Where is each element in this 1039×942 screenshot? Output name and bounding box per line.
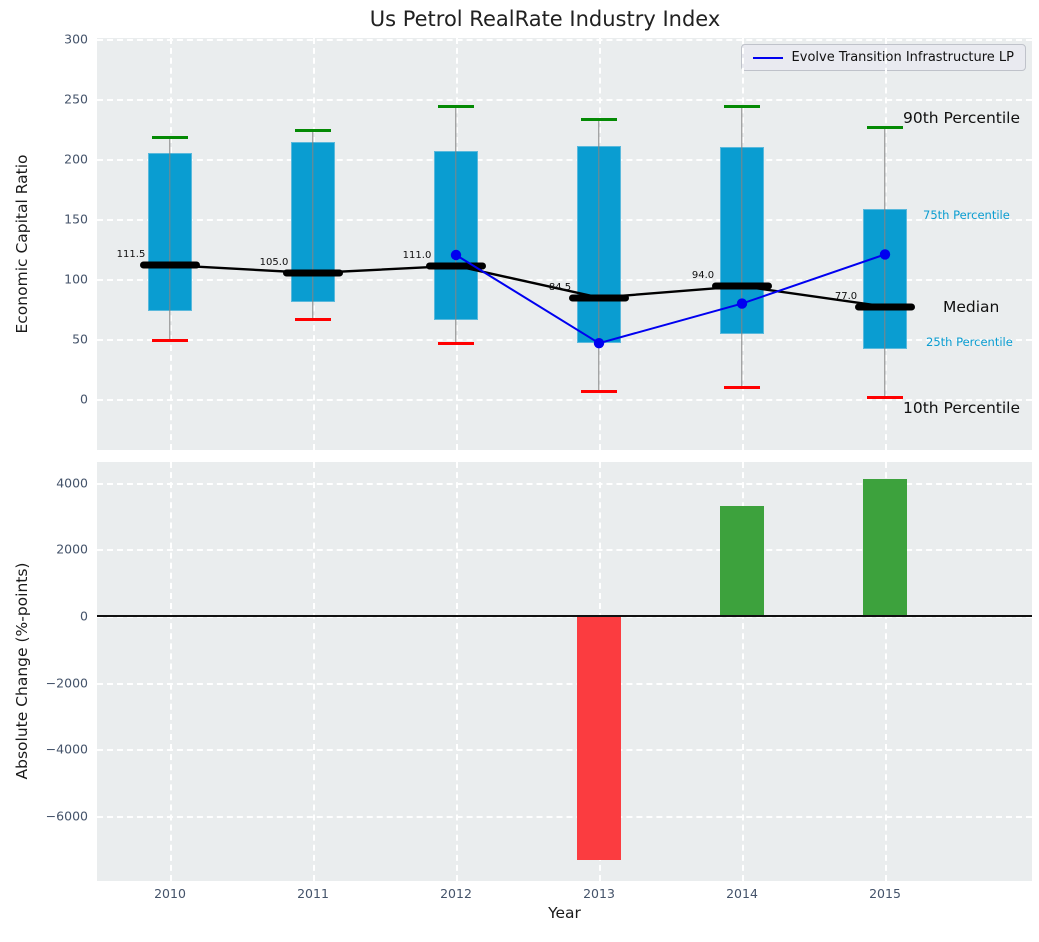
top-chart-lines bbox=[97, 38, 1032, 450]
median-value-label-2010: 111.5 bbox=[117, 249, 146, 260]
company-series-point-2015 bbox=[880, 249, 890, 259]
zero-baseline bbox=[97, 615, 1032, 617]
top-y-axis-label: Economic Capital Ratio bbox=[13, 154, 31, 333]
annotation-75th-percentile: 75th Percentile bbox=[923, 208, 1010, 222]
annotation-25th-percentile: 25th Percentile bbox=[926, 335, 1013, 349]
annotation-90th-percentile: 90th Percentile bbox=[903, 109, 1020, 127]
y-tick-label: 0 bbox=[0, 392, 88, 407]
y-tick-label: 300 bbox=[0, 32, 88, 47]
y-tick-label: 200 bbox=[0, 152, 88, 167]
x-tick-label-2011: 2011 bbox=[297, 886, 329, 901]
change-bar-2014 bbox=[720, 506, 764, 616]
x-axis-label: Year bbox=[97, 904, 1032, 922]
x-tick-label-2010: 2010 bbox=[154, 886, 186, 901]
y-tick-label: 2000 bbox=[0, 542, 88, 557]
gridline-vertical bbox=[456, 462, 458, 881]
chart-title: Us Petrol RealRate Industry Index bbox=[70, 7, 1020, 31]
company-series-point-2013 bbox=[594, 338, 604, 348]
y-tick-label: −4000 bbox=[0, 742, 88, 757]
median-value-label-2011: 105.0 bbox=[260, 257, 289, 268]
median-value-label-2014: 94.0 bbox=[692, 270, 714, 281]
x-tick-label-2013: 2013 bbox=[583, 886, 615, 901]
bottom-axes-change-chart bbox=[97, 462, 1032, 881]
annotation-10th-percentile: 10th Percentile bbox=[903, 399, 1020, 417]
gridline-vertical bbox=[313, 462, 315, 881]
y-tick-label: −6000 bbox=[0, 809, 88, 824]
change-bar-2013 bbox=[577, 616, 621, 860]
top-axes-percentile-chart: Evolve Transition Infrastructure LP 111.… bbox=[97, 38, 1032, 450]
gridline-vertical bbox=[170, 462, 172, 881]
change-bar-2015 bbox=[863, 479, 907, 616]
gridline-horizontal bbox=[97, 749, 1032, 751]
y-tick-label: 150 bbox=[0, 212, 88, 227]
median-value-label-2015: 77.0 bbox=[835, 291, 857, 302]
y-tick-label: 100 bbox=[0, 272, 88, 287]
company-series-line bbox=[456, 254, 885, 343]
gridline-horizontal bbox=[97, 816, 1032, 818]
company-series-point-2014 bbox=[737, 298, 747, 308]
gridline-horizontal bbox=[97, 683, 1032, 685]
annotation-median: Median bbox=[943, 298, 999, 316]
y-tick-label: 50 bbox=[0, 332, 88, 347]
x-tick-label-2014: 2014 bbox=[726, 886, 758, 901]
median-value-label-2012: 111.0 bbox=[403, 250, 432, 261]
y-tick-label: 250 bbox=[0, 92, 88, 107]
y-tick-label: 4000 bbox=[0, 475, 88, 490]
y-tick-label: −2000 bbox=[0, 675, 88, 690]
x-tick-label-2012: 2012 bbox=[440, 886, 472, 901]
median-value-label-2013: 84.5 bbox=[549, 282, 571, 293]
company-series-point-2012 bbox=[451, 250, 461, 260]
x-tick-label-2015: 2015 bbox=[869, 886, 901, 901]
median-connecting-line bbox=[170, 265, 885, 306]
y-tick-label: 0 bbox=[0, 609, 88, 624]
